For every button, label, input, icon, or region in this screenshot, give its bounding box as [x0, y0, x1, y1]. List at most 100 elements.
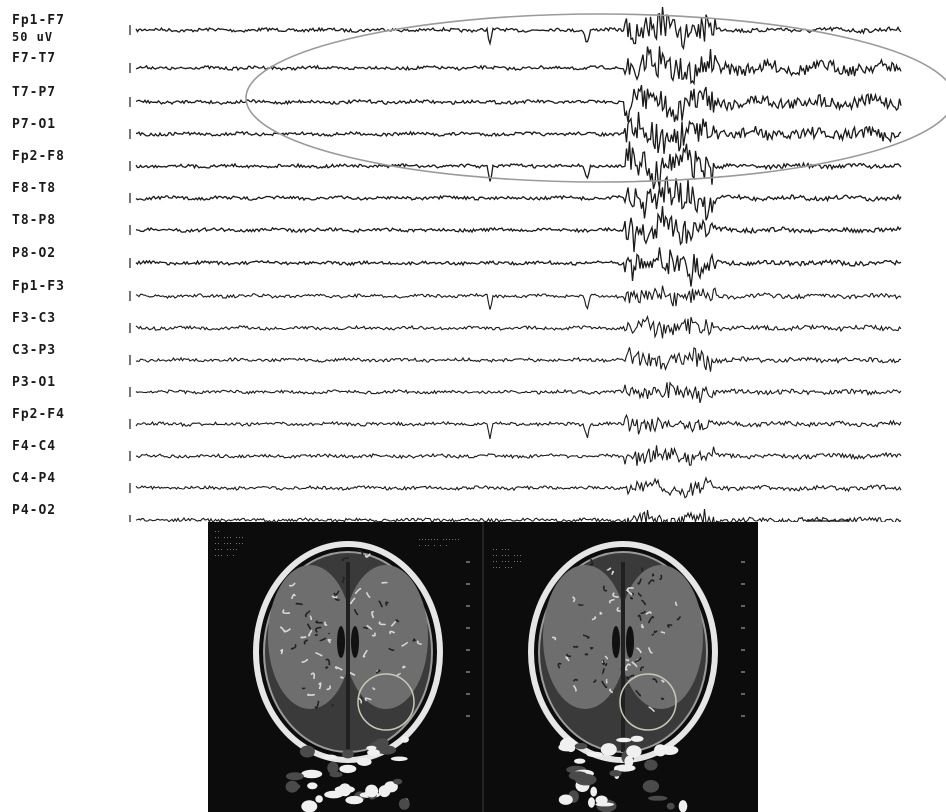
gyrus-texture: [667, 624, 673, 629]
channel-label-f3-c3: F3-C3: [12, 311, 57, 326]
channel-label-f4-c4: F4-C4: [12, 439, 57, 454]
channel-label-fp1-f3: Fp1-F3: [12, 279, 65, 294]
gyrus-texture: [364, 697, 372, 702]
eeg-trace-fp2-f8: [135, 141, 902, 190]
gyrus-texture: [639, 666, 645, 672]
gyrus-texture: [318, 682, 322, 690]
gyrus-texture: [589, 558, 594, 566]
gyrus-texture: [647, 579, 655, 585]
gyrus-texture: [325, 658, 331, 666]
gyrus-texture: [315, 651, 323, 657]
calibration-label: 50 uV: [12, 30, 54, 44]
gyrus-texture: [636, 647, 642, 654]
time-scale-bar: [807, 519, 849, 522]
gyrus-texture: [378, 600, 383, 608]
gyrus-texture: [572, 678, 579, 682]
gyrus-texture: [314, 626, 322, 633]
gyrus-texture: [676, 616, 682, 621]
right-hemisphere: [344, 565, 428, 709]
eeg-trace-fp1-f7: [135, 6, 902, 51]
gyrus-texture: [402, 665, 406, 669]
gyrus-texture: [660, 631, 666, 634]
skull-base-structure: [588, 797, 595, 808]
eeg-trace-f7-t7: [135, 46, 902, 86]
skull-base-structure: [400, 736, 409, 743]
skull-base-structure: [367, 749, 380, 756]
gyrus-texture: [590, 646, 594, 650]
gyrus-texture: [395, 619, 400, 623]
gyrus-texture: [354, 608, 359, 616]
gyrus-texture: [557, 662, 562, 669]
skull-base-structure: [334, 785, 355, 794]
skull-base-structure: [324, 790, 343, 799]
gyrus-texture: [599, 611, 603, 615]
skull-base-structure: [574, 742, 588, 750]
skull-base-structure: [299, 745, 315, 758]
gyrus-texture: [637, 578, 642, 585]
gyrus-texture: [282, 609, 291, 615]
right-hemisphere: [619, 565, 703, 709]
eeg-trace-p3-o1: [135, 381, 902, 404]
skull-base-structure: [644, 759, 658, 771]
eeg-trace-panel: [129, 6, 946, 522]
skull-base-structure: [648, 795, 668, 801]
skull-base-structure: [600, 743, 617, 756]
gyrus-texture: [301, 658, 309, 664]
skull-base-structure: [559, 737, 577, 752]
gyrus-texture: [605, 678, 608, 684]
gyrus-texture: [640, 623, 644, 629]
skull-base-structure: [301, 769, 323, 779]
gyrus-texture: [327, 638, 332, 644]
gyrus-texture: [584, 653, 589, 656]
eeg-trace-p8-o2: [135, 247, 902, 287]
gyrus-texture: [651, 573, 655, 577]
gyrus-texture: [280, 626, 286, 633]
gyrus-texture: [626, 587, 634, 592]
gyrus-texture: [647, 647, 653, 654]
channel-label-c4-p4: C4-P4: [12, 471, 57, 486]
gyrus-texture: [659, 574, 663, 580]
gyrus-texture: [634, 656, 642, 663]
skull-base-structure: [595, 795, 608, 805]
gyrus-texture: [608, 598, 615, 604]
channel-label-fp2-f8: Fp2-F8: [12, 149, 65, 164]
gyrus-texture: [326, 685, 331, 691]
skull-base-structure: [574, 773, 597, 786]
gyrus-texture: [314, 633, 318, 636]
gyrus-texture: [381, 581, 388, 584]
gyrus-texture: [652, 678, 658, 684]
skull-base-structure: [307, 782, 318, 790]
gyrus-texture: [604, 655, 609, 660]
skull-base-structure: [595, 802, 614, 807]
gyrus-texture: [350, 597, 356, 605]
channel-label-p8-o2: P8-O2: [12, 246, 57, 261]
lesion-annotation-circle: [357, 673, 415, 731]
gyrus-texture: [290, 593, 296, 600]
gyrus-texture: [333, 590, 340, 596]
eeg-trace-t7-p7: [135, 84, 902, 122]
eeg-trace-p4-o2: [135, 508, 902, 522]
gyrus-texture: [631, 661, 638, 668]
eeg-trace-p7-o1: [135, 111, 902, 154]
gyrus-texture: [331, 703, 334, 707]
skull-base-structure: [586, 751, 603, 757]
gyrus-texture: [566, 653, 572, 658]
gyrus-texture: [593, 679, 597, 684]
gyrus-texture: [365, 591, 371, 599]
skull-base-structure: [654, 744, 667, 757]
skull-base-structure: [365, 784, 379, 798]
gyrus-texture: [625, 589, 633, 596]
gyrus-texture: [627, 674, 635, 679]
channel-label-t7-p7: T7-P7: [12, 85, 57, 100]
gyrus-texture: [334, 666, 343, 671]
gyrus-texture: [314, 700, 320, 709]
gyrus-texture: [334, 597, 340, 601]
mri-images: [253, 522, 745, 812]
gyrus-texture: [645, 611, 652, 616]
skull-base-structure: [666, 802, 675, 810]
gyrus-texture: [572, 596, 576, 603]
eeg-trace-c3-p3: [135, 346, 902, 372]
gyrus-texture: [340, 676, 344, 679]
gyrus-texture: [582, 634, 590, 639]
gyrus-texture: [608, 688, 614, 694]
